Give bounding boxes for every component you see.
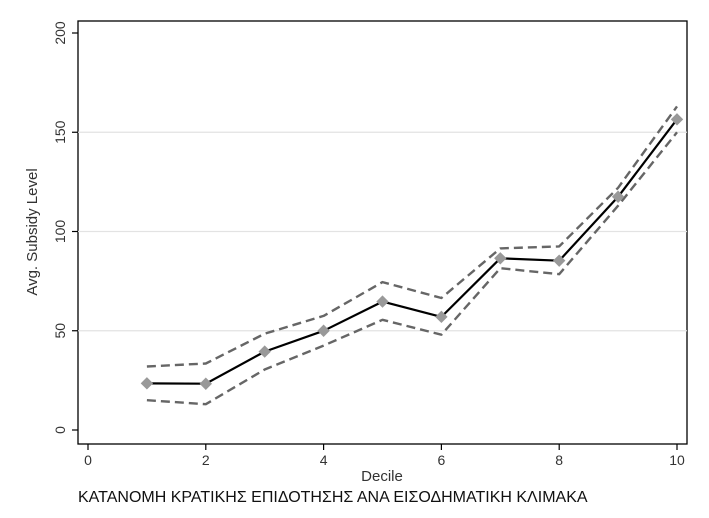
y-tick-label: 100 (52, 220, 68, 244)
data-point-marker (199, 377, 213, 390)
y-tick-label: 150 (52, 120, 68, 144)
x-tick-label: 6 (438, 452, 446, 468)
markers (140, 113, 684, 390)
series (146, 105, 678, 406)
figure-caption: ΚΑΤΑΝΟΜΗ ΚΡΑΤΙΚΗΣ ΕΠΙΔΟΤΗΣΗΣ ΑΝΑ ΕΙΣΟΔΗΜ… (78, 489, 588, 506)
x-tick-label: 4 (320, 452, 328, 468)
y-tick-label: 200 (52, 21, 68, 45)
data-point-marker (552, 254, 566, 267)
y-axis-title: Avg. Subsidy Level (24, 168, 41, 295)
data-point-marker (140, 377, 154, 390)
data-point-marker (376, 295, 389, 308)
x-tick-label: 0 (84, 452, 92, 468)
x-tick-label: 10 (669, 452, 685, 468)
y-tick-label: 50 (52, 323, 68, 339)
data-point-marker (435, 310, 448, 324)
x-tick-label: 2 (202, 452, 210, 468)
series-line-estimate (146, 118, 678, 385)
data-point-marker (258, 345, 271, 358)
data-point-marker (317, 324, 330, 337)
data-point-marker (611, 190, 625, 203)
x-axis-title: Decile (361, 468, 403, 485)
series-line-upper-ci (146, 105, 678, 368)
series-line-lower-ci (146, 131, 678, 406)
x-tick-label: 8 (555, 452, 563, 468)
y-tick-label: 0 (52, 426, 68, 434)
data-point-marker (494, 252, 507, 265)
subsidy-line-chart: 0 50 100 150 200 0 2 4 6 8 10 Decile Avg. Subsidy … (24, 20, 688, 485)
axes: 0 50 100 150 200 0 2 4 6 8 10 (52, 21, 685, 468)
data-point-marker (670, 113, 684, 126)
